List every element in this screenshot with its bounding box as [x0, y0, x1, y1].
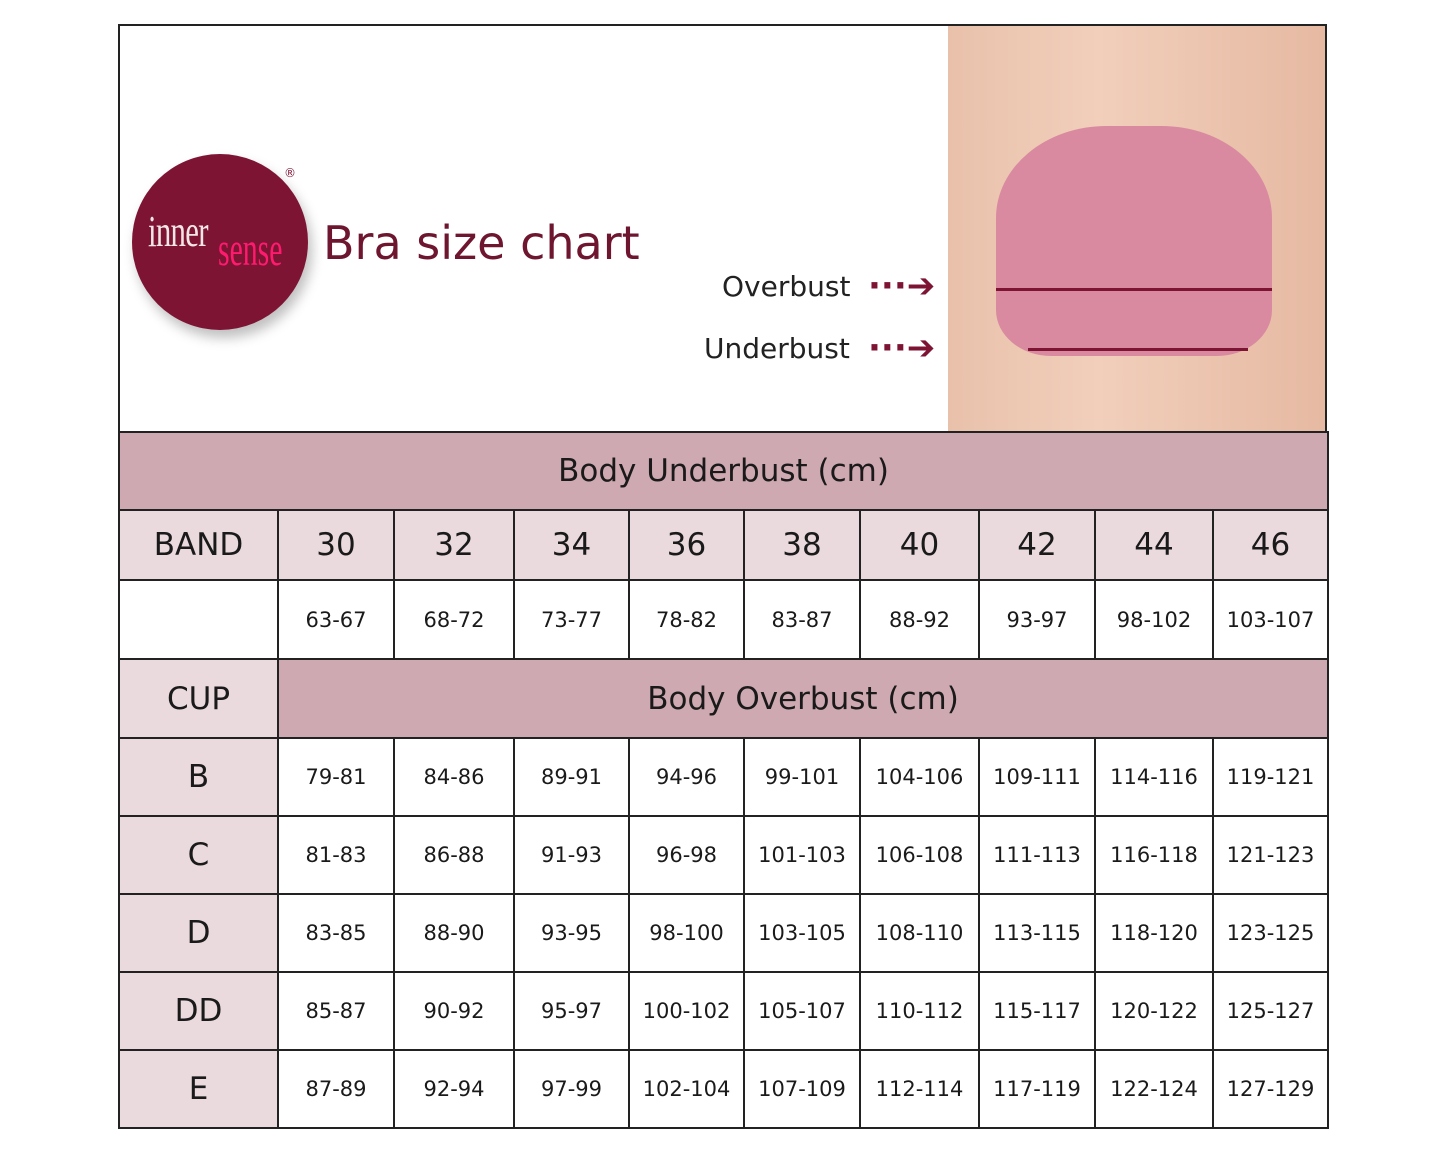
- underbust-range: 93-97: [978, 579, 1096, 660]
- underbust-label: Underbust: [704, 332, 850, 365]
- band-size: 42: [978, 509, 1096, 581]
- overbust-range: 81-83: [277, 815, 395, 895]
- arrow-right-icon: ···➔: [868, 328, 936, 368]
- overbust-range: 117-119: [978, 1049, 1096, 1129]
- overbust-range: 105-107: [743, 971, 861, 1051]
- overbust-range: 113-115: [978, 893, 1096, 973]
- overbust-range: 109-111: [978, 737, 1096, 817]
- overbust-range: 87-89: [277, 1049, 395, 1129]
- overbust-range: 119-121: [1211, 737, 1330, 817]
- logo-text-sense: sense: [218, 223, 283, 276]
- overbust-range: 127-129: [1211, 1049, 1330, 1129]
- overbust-range: 103-105: [743, 893, 861, 973]
- cup-size: E: [118, 1049, 279, 1129]
- overbust-range: 101-103: [743, 815, 861, 895]
- band-size: 44: [1094, 509, 1214, 581]
- overbust-range: 116-118: [1094, 815, 1214, 895]
- overbust-range: 85-87: [277, 971, 395, 1051]
- underbust-range: 63-67: [277, 579, 395, 660]
- overbust-range: 104-106: [859, 737, 980, 817]
- overbust-range: 125-127: [1211, 971, 1330, 1051]
- band-size: 46: [1211, 509, 1330, 581]
- underbust-range: 73-77: [513, 579, 630, 660]
- page-title: Bra size chart: [323, 216, 640, 270]
- overbust-range: 102-104: [628, 1049, 745, 1129]
- table-row: D 83-85 88-90 93-95 98-100 103-105 108-110 113-…: [118, 893, 1330, 973]
- overbust-range: 99-101: [743, 737, 861, 817]
- underbust-range: 88-92: [859, 579, 980, 660]
- overbust-range: 92-94: [393, 1049, 515, 1129]
- overbust-range: 115-117: [978, 971, 1096, 1051]
- overbust-range: 83-85: [277, 893, 395, 973]
- cup-size: D: [118, 893, 279, 973]
- overbust-range: 112-114: [859, 1049, 980, 1129]
- band-size: 38: [743, 509, 861, 581]
- header-section: inner sense ® Bra size chart Overbust ··…: [120, 26, 1325, 431]
- table-row: B 79-81 84-86 89-91 94-96 99-101 104-106 109-11…: [118, 737, 1330, 817]
- overbust-range: 108-110: [859, 893, 980, 973]
- overbust-range: 93-95: [513, 893, 630, 973]
- overbust-range: 79-81: [277, 737, 395, 817]
- band-label: BAND: [118, 509, 279, 581]
- band-size: 30: [277, 509, 395, 581]
- overbust-range: 120-122: [1094, 971, 1214, 1051]
- logo-text-inner: inner: [148, 207, 208, 256]
- cup-size: DD: [118, 971, 279, 1051]
- overbust-line: [996, 288, 1272, 291]
- overbust-range: 107-109: [743, 1049, 861, 1129]
- underbust-range: 103-107: [1211, 579, 1330, 660]
- overbust-range: 121-123: [1211, 815, 1330, 895]
- table-row: DD 85-87 90-92 95-97 100-102 105-107 110-112 11…: [118, 971, 1330, 1051]
- bra-image: [996, 126, 1272, 356]
- overbust-range: 95-97: [513, 971, 630, 1051]
- underbust-range: 68-72: [393, 579, 515, 660]
- overbust-range: 110-112: [859, 971, 980, 1051]
- overbust-range: 98-100: [628, 893, 745, 973]
- band-size: 34: [513, 509, 630, 581]
- cup-size: C: [118, 815, 279, 895]
- underbust-range: 78-82: [628, 579, 745, 660]
- underbust-range: 98-102: [1094, 579, 1214, 660]
- arrow-right-icon: ···➔: [868, 266, 936, 306]
- overbust-range: 106-108: [859, 815, 980, 895]
- overbust-range: 100-102: [628, 971, 745, 1051]
- overbust-range: 122-124: [1094, 1049, 1214, 1129]
- cup-size: B: [118, 737, 279, 817]
- empty-cell: [118, 579, 279, 660]
- band-size: 40: [859, 509, 980, 581]
- overbust-range: 97-99: [513, 1049, 630, 1129]
- overbust-range: 111-113: [978, 815, 1096, 895]
- overbust-range: 118-120: [1094, 893, 1214, 973]
- overbust-range: 114-116: [1094, 737, 1214, 817]
- band-size: 36: [628, 509, 745, 581]
- registered-mark: ®: [284, 166, 296, 180]
- overbust-range: 88-90: [393, 893, 515, 973]
- brand-logo: inner sense: [132, 154, 308, 330]
- size-table: Body Underbust (cm) BAND 30 32 34 36 38 40 42 4…: [117, 431, 1330, 1129]
- overbust-label: Overbust: [722, 270, 851, 303]
- underbust-header: Body Underbust (cm): [117, 431, 1330, 511]
- overbust-range: 86-88: [393, 815, 515, 895]
- underbust-line: [1028, 348, 1248, 351]
- model-photo: [948, 26, 1325, 431]
- cup-label: CUP: [118, 658, 279, 739]
- overbust-range: 91-93: [513, 815, 630, 895]
- table-row: E 87-89 92-94 97-99 102-104 107-109 112-114 117…: [118, 1049, 1330, 1129]
- underbust-range: 83-87: [743, 579, 861, 660]
- overbust-header: Body Overbust (cm): [276, 658, 1330, 739]
- overbust-range: 90-92: [393, 971, 515, 1051]
- band-size: 32: [393, 509, 515, 581]
- overbust-range: 89-91: [513, 737, 630, 817]
- table-row: C 81-83 86-88 91-93 96-98 101-103 106-108 111-1…: [118, 815, 1330, 895]
- overbust-range: 84-86: [393, 737, 515, 817]
- overbust-range: 123-125: [1211, 893, 1330, 973]
- overbust-range: 94-96: [628, 737, 745, 817]
- overbust-range: 96-98: [628, 815, 745, 895]
